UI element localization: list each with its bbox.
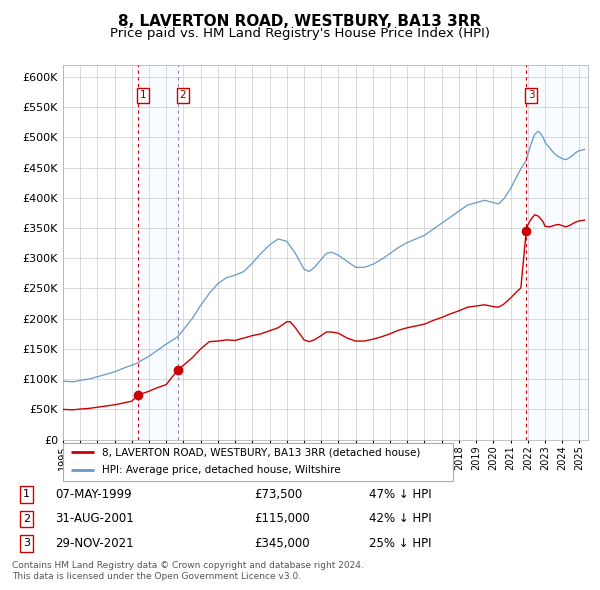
Text: 1: 1 <box>23 489 30 499</box>
Text: 47% ↓ HPI: 47% ↓ HPI <box>369 488 432 501</box>
Text: £345,000: £345,000 <box>254 537 310 550</box>
Text: HPI: Average price, detached house, Wiltshire: HPI: Average price, detached house, Wilt… <box>102 465 341 475</box>
Text: 07-MAY-1999: 07-MAY-1999 <box>55 488 132 501</box>
Text: Contains HM Land Registry data © Crown copyright and database right 2024.: Contains HM Land Registry data © Crown c… <box>12 560 364 569</box>
Text: 1: 1 <box>140 90 146 100</box>
Text: £73,500: £73,500 <box>254 488 302 501</box>
Text: 2: 2 <box>23 514 30 524</box>
Text: 8, LAVERTON ROAD, WESTBURY, BA13 3RR (detached house): 8, LAVERTON ROAD, WESTBURY, BA13 3RR (de… <box>102 447 421 457</box>
Text: This data is licensed under the Open Government Licence v3.0.: This data is licensed under the Open Gov… <box>12 572 301 581</box>
Text: 3: 3 <box>23 539 30 549</box>
Text: Price paid vs. HM Land Registry's House Price Index (HPI): Price paid vs. HM Land Registry's House … <box>110 27 490 40</box>
Text: 42% ↓ HPI: 42% ↓ HPI <box>369 512 432 526</box>
Text: 8, LAVERTON ROAD, WESTBURY, BA13 3RR: 8, LAVERTON ROAD, WESTBURY, BA13 3RR <box>118 14 482 28</box>
Text: £115,000: £115,000 <box>254 512 310 526</box>
Text: 3: 3 <box>528 90 535 100</box>
FancyBboxPatch shape <box>63 442 453 481</box>
Bar <box>526 65 588 440</box>
Text: 31-AUG-2001: 31-AUG-2001 <box>55 512 134 526</box>
Text: 25% ↓ HPI: 25% ↓ HPI <box>369 537 431 550</box>
Text: 2: 2 <box>179 90 186 100</box>
Text: 29-NOV-2021: 29-NOV-2021 <box>55 537 134 550</box>
Bar <box>138 65 178 440</box>
